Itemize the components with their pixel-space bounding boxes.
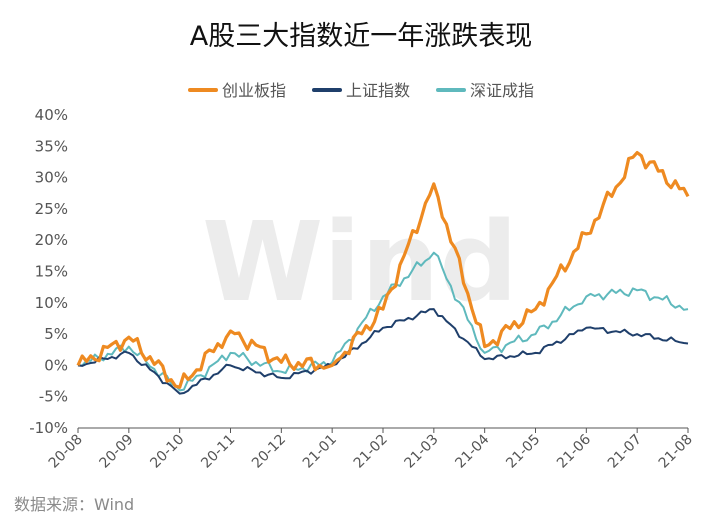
x-tick-label: 21-08 — [656, 432, 696, 472]
x-tick-label: 20-08 — [46, 432, 86, 472]
x-tick-label: 20-10 — [147, 432, 187, 472]
y-tick-label: -5% — [39, 388, 68, 406]
x-tick-label: 21-02 — [351, 432, 391, 472]
series-lines — [76, 151, 690, 395]
x-tick-label: 21-04 — [452, 431, 492, 471]
x-tick-label: 20-11 — [198, 432, 238, 472]
chart-title: A股三大指数近一年涨跌表现 — [189, 21, 533, 52]
y-tick-label: 5% — [44, 325, 68, 343]
y-tick-label: 0% — [44, 356, 68, 374]
source-note: 数据来源：Wind — [14, 495, 135, 514]
y-tick-label: 20% — [35, 231, 68, 249]
x-tick-label: 20-09 — [97, 432, 137, 472]
y-tick-label: 30% — [35, 169, 68, 187]
x-tick-label: 21-06 — [554, 431, 594, 471]
watermark: Wind — [202, 198, 518, 326]
x-tick-label: 21-01 — [300, 432, 340, 472]
y-tick-label: 25% — [35, 200, 68, 218]
y-tick-label: 35% — [35, 137, 68, 155]
y-tick-label: 15% — [35, 263, 68, 281]
y-tick-label: 40% — [35, 106, 68, 124]
series-line-1 — [76, 151, 690, 389]
x-tick-label: 21-07 — [605, 432, 645, 472]
x-tick-label: 21-05 — [503, 432, 543, 472]
series-line-3 — [77, 251, 689, 392]
y-tick-label: 10% — [35, 294, 68, 312]
series-line-2 — [77, 308, 689, 395]
legend-label: 深证成指 — [470, 81, 534, 100]
y-tick-label: -10% — [29, 419, 68, 437]
legend-label: 创业板指 — [222, 81, 286, 100]
x-tick-label: 21-03 — [402, 432, 442, 472]
x-tick-label: 20-12 — [249, 432, 289, 472]
legend: 创业板指 上证指数 深证成指 — [188, 81, 534, 100]
legend-label: 上证指数 — [346, 81, 410, 100]
